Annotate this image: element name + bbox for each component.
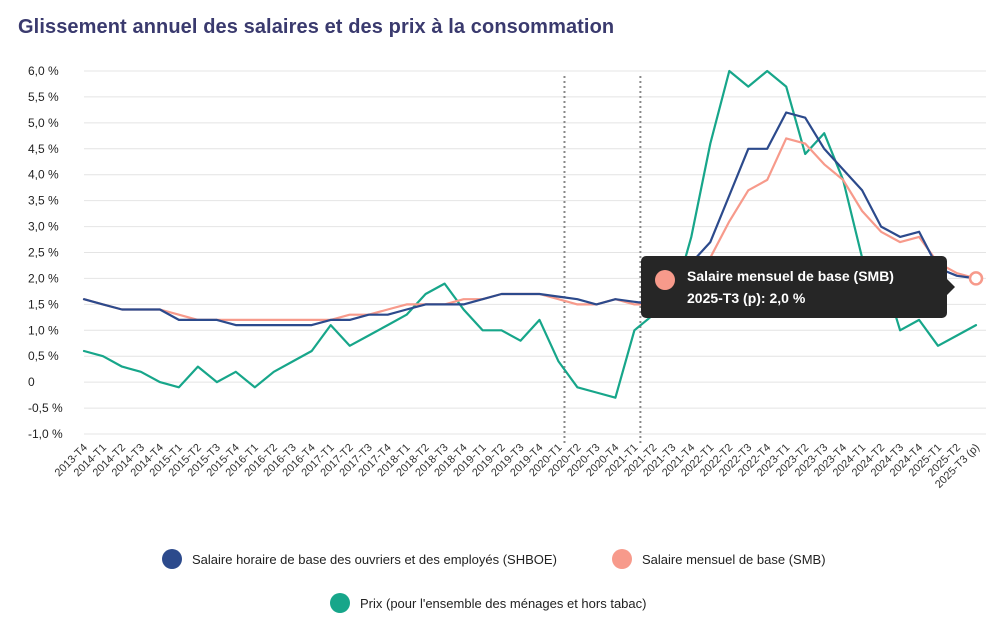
y-tick-label: 4,0 % — [28, 168, 59, 182]
hover-point-smb — [968, 271, 984, 286]
x-axis-ticks: 2013-T42014-T12014-T22014-T32014-T42015-… — [53, 442, 982, 491]
legend-item-shboe[interactable]: Salaire horaire de base des ouvriers et … — [162, 549, 557, 569]
tooltip-series-name: Salaire mensuel de base (SMB) — [687, 268, 894, 284]
tooltip: Salaire mensuel de base (SMB) 2025-T3 (p… — [641, 256, 955, 318]
legend-label-smb: Salaire mensuel de base (SMB) — [642, 551, 826, 567]
y-axis-ticks: -1,0 % -0,5 % 0 0,5 % 1,0 % 1,5 % 2,0 % 2,5 % 3,… — [28, 64, 63, 441]
legend-item-smb[interactable]: Salaire mensuel de base (SMB) — [612, 549, 826, 569]
y-tick-label: 6,0 % — [28, 64, 59, 78]
y-tick-label: 1,5 % — [28, 297, 59, 311]
chart-title: Glissement annuel des salaires et des pr… — [18, 16, 615, 38]
hover-point — [968, 271, 984, 286]
y-tick-label: 5,5 % — [28, 90, 59, 104]
legend-item-prix[interactable]: Prix (pour l'ensemble des ménages et hor… — [330, 593, 646, 613]
legend-dot-prix — [330, 593, 350, 613]
y-tick-label: 2,5 % — [28, 246, 59, 260]
tooltip-arrow — [947, 279, 955, 295]
series-line-shboe — [82, 111, 978, 327]
legend-dot-shboe — [162, 549, 182, 569]
tooltip-value: 2025-T3 (p): 2,0 % — [687, 290, 806, 306]
y-tick-label: 3,0 % — [28, 220, 59, 234]
series-lines — [82, 69, 978, 399]
tooltip-series-dot — [655, 270, 675, 290]
legend-label-shboe: Salaire horaire de base des ouvriers et … — [192, 551, 557, 567]
y-tick-label: -1,0 % — [28, 427, 63, 441]
legend-label-prix: Prix (pour l'ensemble des ménages et hor… — [360, 595, 647, 611]
y-tick-label: 2,0 % — [28, 271, 59, 285]
y-tick-label: 1,0 % — [28, 323, 59, 337]
vertical-markers — [563, 76, 642, 444]
y-tick-label: -0,5 % — [28, 401, 63, 415]
y-tick-label: 0,5 % — [28, 349, 59, 363]
y-tick-label: 5,0 % — [28, 116, 59, 130]
series-line-prix — [82, 69, 978, 399]
legend-dot-smb — [612, 549, 632, 569]
y-tick-label: 0 — [28, 375, 35, 389]
y-tick-label: 3,5 % — [28, 194, 59, 208]
y-tick-label: 4,5 % — [28, 142, 59, 156]
